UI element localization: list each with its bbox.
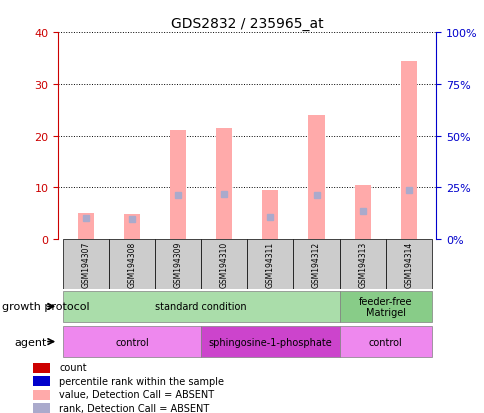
Text: percentile rank within the sample: percentile rank within the sample — [59, 376, 224, 386]
Bar — [33, 390, 50, 400]
Bar — [400, 62, 416, 240]
Text: GSM194308: GSM194308 — [127, 241, 136, 287]
Text: growth protocol: growth protocol — [2, 301, 90, 311]
Bar — [63, 240, 109, 289]
Bar — [170, 131, 186, 240]
Text: control: control — [115, 337, 149, 347]
Bar — [33, 377, 50, 386]
Bar — [354, 185, 370, 240]
Text: count: count — [59, 362, 87, 373]
Text: GSM194310: GSM194310 — [219, 241, 228, 287]
Bar — [201, 240, 247, 289]
Bar — [385, 240, 431, 289]
Bar — [339, 291, 431, 323]
Bar — [339, 240, 385, 289]
Text: control: control — [368, 337, 402, 347]
Text: GSM194314: GSM194314 — [404, 241, 412, 287]
Text: GSM194312: GSM194312 — [311, 241, 320, 287]
Text: rank, Detection Call = ABSENT: rank, Detection Call = ABSENT — [59, 403, 209, 413]
Bar — [262, 190, 278, 240]
Text: GSM194311: GSM194311 — [265, 241, 274, 287]
Bar — [216, 128, 232, 240]
Text: agent: agent — [15, 337, 47, 347]
Bar — [201, 326, 339, 358]
Bar — [124, 215, 140, 240]
Text: GSM194313: GSM194313 — [358, 241, 366, 287]
Bar — [247, 240, 293, 289]
Bar — [33, 404, 50, 413]
Bar — [63, 291, 339, 323]
Bar — [33, 363, 50, 373]
Bar — [63, 326, 201, 358]
Title: GDS2832 / 235965_at: GDS2832 / 235965_at — [171, 17, 323, 31]
Bar — [339, 326, 431, 358]
Bar — [77, 214, 94, 240]
Text: sphingosine-1-phosphate: sphingosine-1-phosphate — [208, 337, 332, 347]
Text: standard condition: standard condition — [155, 301, 246, 312]
Bar — [109, 240, 155, 289]
Text: feeder-free
Matrigel: feeder-free Matrigel — [358, 296, 412, 318]
Bar — [293, 240, 339, 289]
Text: GSM194309: GSM194309 — [173, 241, 182, 287]
Text: value, Detection Call = ABSENT: value, Detection Call = ABSENT — [59, 389, 214, 399]
Text: GSM194307: GSM194307 — [81, 241, 90, 287]
Bar — [308, 116, 324, 240]
Bar — [155, 240, 201, 289]
